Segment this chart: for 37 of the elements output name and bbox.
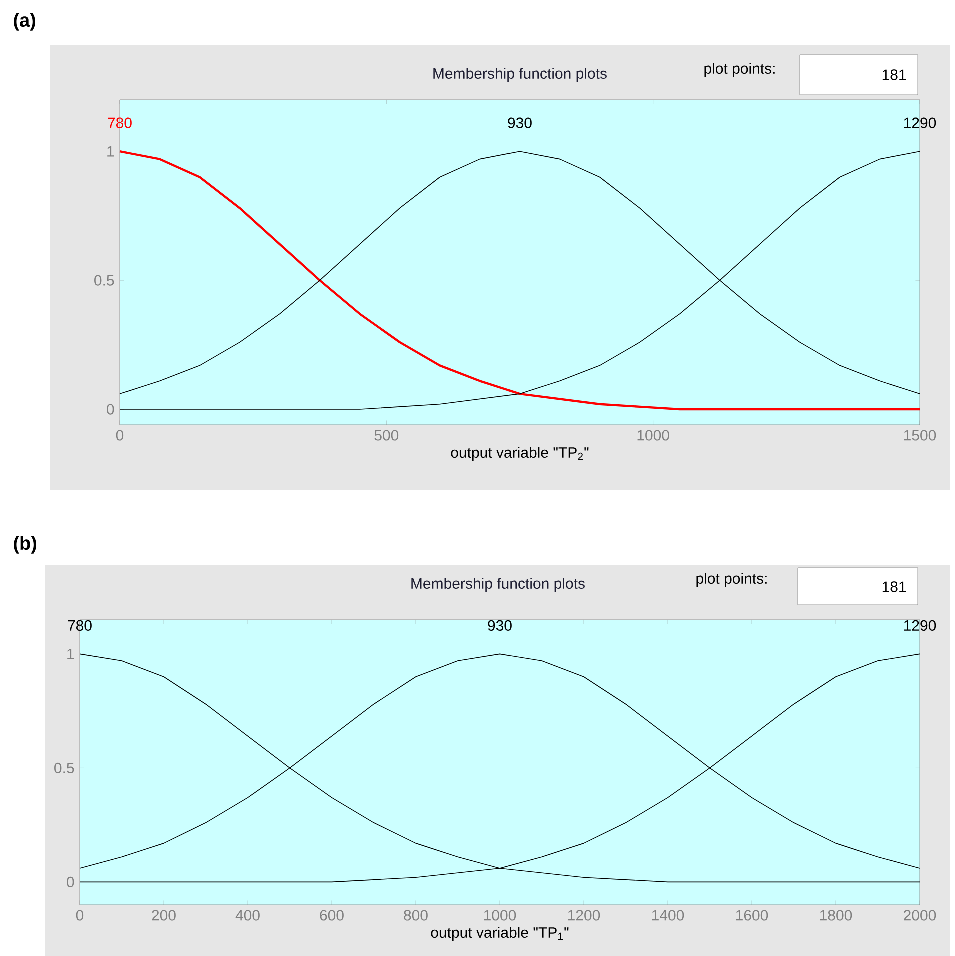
text: Membership function plots [434,68,607,82]
y-tick-label: 0.5 [94,275,114,286]
x-tick-label: 1400 [652,910,684,921]
text: Membership function plots [412,578,585,592]
y-tick-label: 0.5 [54,762,74,774]
x-tick-label: 400 [236,910,260,921]
x-tick-label: 600 [320,910,344,921]
x-tick-label: 0 [76,910,84,921]
x-axis-title: output variable "TP$_{1}$" [431,927,569,941]
chart-title: (a) [14,13,36,31]
text: 181 [882,582,906,592]
series-label: 930 [488,620,512,631]
x-axis-title: output variable "TP$_{2}$" [451,447,589,461]
series-label: 930 [508,118,532,128]
x-tick-label: 0 [116,430,124,441]
series-label: 780 [108,118,132,128]
text: plot points: [696,573,767,587]
series-label: 1290 [904,118,936,128]
text: 181 [882,70,906,80]
x-tick-label: 1200 [568,910,600,921]
x-tick-label: 1000 [638,430,670,441]
x-tick-label: 1000 [484,910,516,921]
series-label: 780 [68,620,92,631]
x-tick-label: 2000 [904,910,936,921]
text: plot points: [704,63,775,77]
x-tick-label: 800 [404,910,428,921]
x-tick-label: 500 [374,430,399,441]
y-tick-label: 0 [67,876,74,888]
chart-title: (b) [14,536,37,554]
x-tick-label: 1800 [820,910,852,921]
x-tick-label: 1500 [904,430,936,441]
series-label: 1290 [904,620,936,631]
y-tick-label: 1 [68,649,74,660]
x-tick-label: 1600 [736,910,768,921]
y-tick-label: 0 [107,404,114,415]
y-tick-label: 1 [108,146,114,157]
x-tick-label: 200 [152,910,176,921]
